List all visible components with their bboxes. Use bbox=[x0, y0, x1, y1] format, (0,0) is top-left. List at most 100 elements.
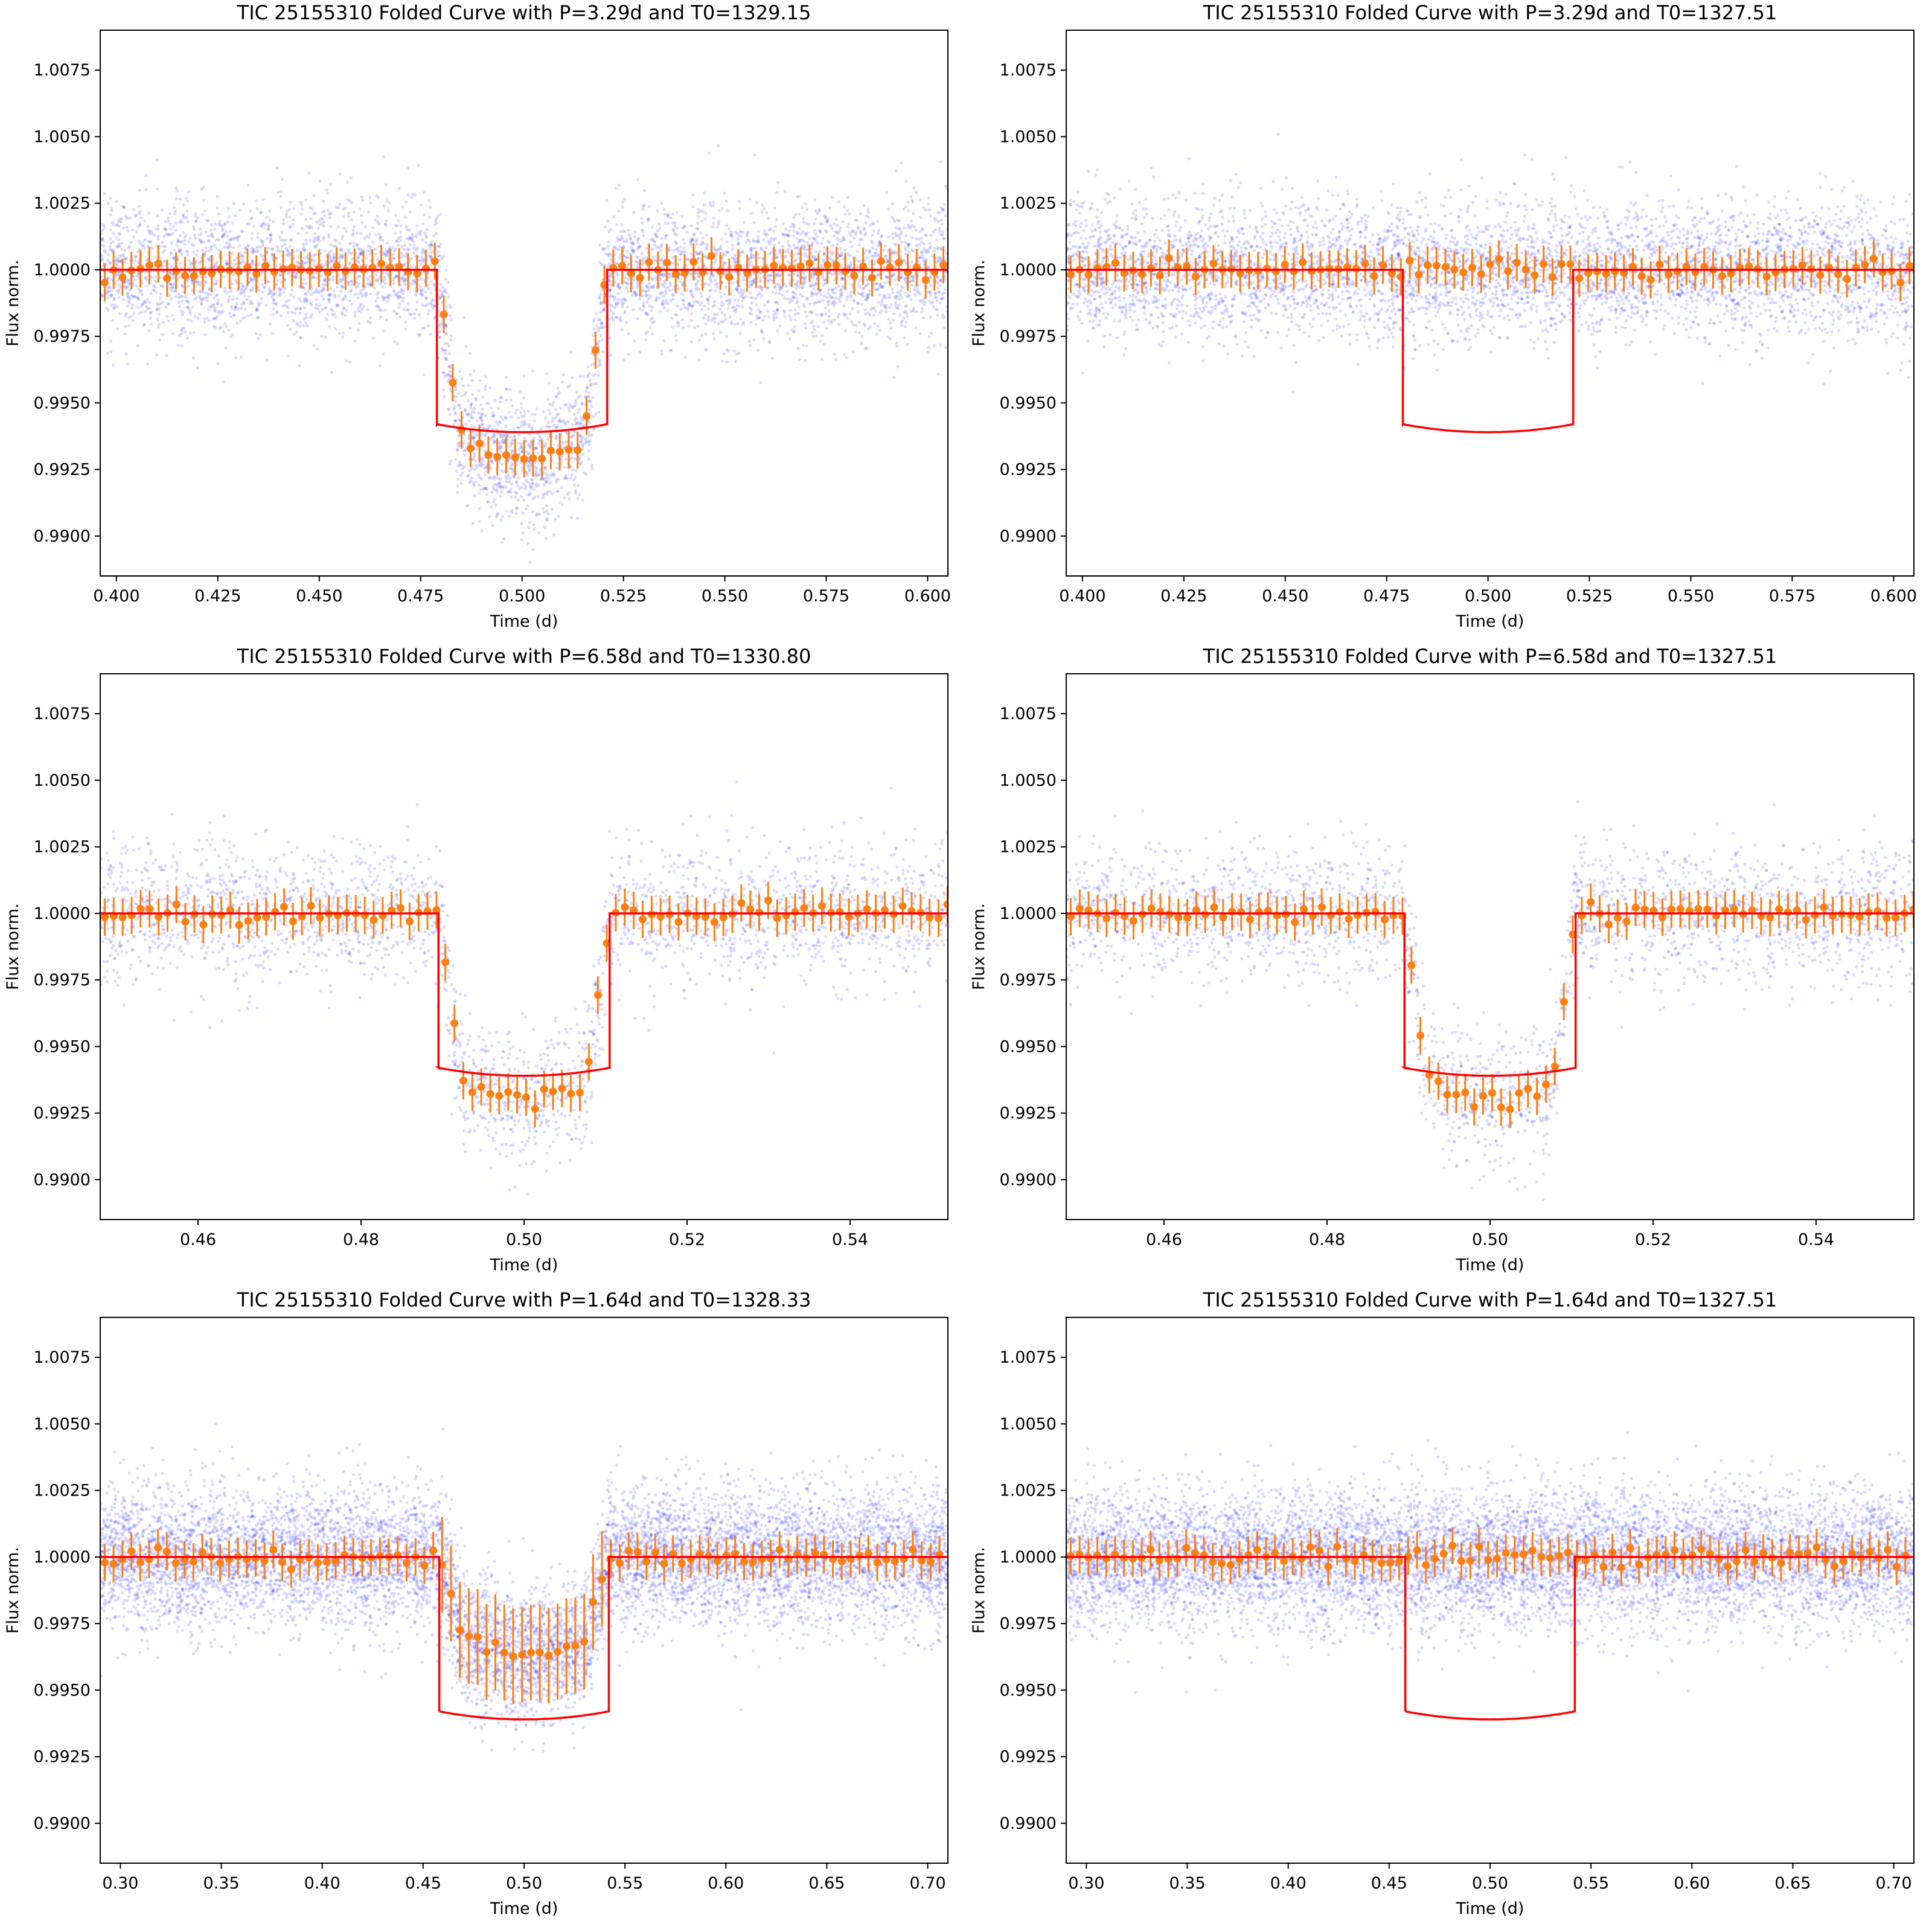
raw-point bbox=[301, 286, 305, 289]
raw-point bbox=[852, 323, 856, 327]
raw-point bbox=[115, 236, 118, 240]
raw-point bbox=[916, 284, 920, 287]
raw-point bbox=[350, 218, 353, 222]
raw-point bbox=[474, 397, 478, 400]
raw-point bbox=[871, 234, 874, 237]
raw-point bbox=[277, 190, 280, 194]
raw-point bbox=[275, 283, 279, 286]
raw-point bbox=[903, 305, 907, 309]
raw-point bbox=[545, 509, 549, 513]
raw-point bbox=[699, 303, 702, 307]
raw-point bbox=[534, 485, 538, 488]
raw-point bbox=[896, 307, 900, 310]
raw-point bbox=[168, 294, 171, 298]
raw-point bbox=[260, 210, 263, 214]
raw-point bbox=[357, 306, 360, 310]
raw-point bbox=[332, 257, 336, 260]
raw-point bbox=[735, 232, 739, 235]
raw-point bbox=[900, 272, 903, 276]
raw-point bbox=[112, 232, 115, 235]
raw-flux-points bbox=[100, 144, 948, 564]
raw-point bbox=[662, 208, 666, 211]
raw-point bbox=[525, 439, 528, 443]
raw-point bbox=[398, 230, 403, 234]
raw-point bbox=[330, 307, 333, 311]
raw-point bbox=[581, 453, 585, 456]
raw-point bbox=[891, 202, 894, 206]
raw-point bbox=[290, 288, 293, 292]
raw-point bbox=[528, 451, 531, 455]
raw-point bbox=[854, 231, 858, 234]
raw-point bbox=[327, 293, 331, 297]
raw-point bbox=[215, 238, 219, 242]
raw-point bbox=[421, 303, 424, 307]
raw-point bbox=[786, 248, 790, 252]
raw-point bbox=[895, 283, 899, 286]
raw-point bbox=[793, 312, 798, 316]
raw-point bbox=[292, 270, 296, 274]
raw-point bbox=[712, 304, 716, 307]
raw-point bbox=[232, 246, 235, 249]
raw-point bbox=[348, 326, 352, 330]
raw-point bbox=[607, 252, 612, 256]
raw-point bbox=[441, 286, 445, 289]
raw-point bbox=[749, 211, 753, 215]
raw-point bbox=[276, 278, 280, 282]
raw-point bbox=[712, 313, 716, 316]
raw-point bbox=[772, 238, 776, 242]
raw-point bbox=[846, 196, 849, 199]
raw-point bbox=[907, 209, 910, 213]
raw-point bbox=[578, 433, 582, 437]
raw-point bbox=[651, 332, 654, 336]
raw-point bbox=[883, 265, 886, 269]
raw-point bbox=[810, 243, 814, 247]
raw-point bbox=[792, 296, 796, 300]
raw-point bbox=[310, 276, 315, 280]
raw-point bbox=[344, 229, 348, 233]
raw-point bbox=[382, 275, 386, 279]
raw-point bbox=[522, 396, 526, 400]
raw-point bbox=[112, 298, 116, 301]
raw-point bbox=[541, 476, 545, 481]
raw-point bbox=[199, 227, 202, 231]
raw-point bbox=[111, 363, 115, 367]
raw-point bbox=[660, 273, 664, 277]
raw-point bbox=[614, 316, 618, 319]
raw-point bbox=[166, 216, 170, 220]
raw-point bbox=[938, 211, 942, 215]
raw-point bbox=[885, 275, 889, 279]
raw-point bbox=[285, 213, 289, 216]
raw-point bbox=[671, 249, 675, 252]
raw-point bbox=[107, 290, 111, 293]
raw-point bbox=[776, 329, 779, 333]
raw-point bbox=[700, 333, 704, 337]
raw-point bbox=[779, 273, 782, 277]
raw-point bbox=[205, 291, 208, 295]
raw-point bbox=[878, 282, 882, 286]
raw-point bbox=[182, 327, 186, 330]
raw-point bbox=[182, 203, 186, 206]
raw-point bbox=[814, 232, 817, 235]
raw-point bbox=[844, 312, 848, 316]
raw-point bbox=[114, 223, 118, 227]
raw-point bbox=[848, 254, 852, 257]
raw-point bbox=[926, 202, 930, 206]
raw-point bbox=[225, 325, 228, 328]
raw-point bbox=[942, 291, 946, 295]
raw-point bbox=[831, 244, 834, 248]
raw-point bbox=[258, 246, 262, 249]
raw-point bbox=[621, 237, 624, 240]
raw-point bbox=[430, 240, 433, 243]
raw-point bbox=[661, 302, 664, 306]
raw-point bbox=[654, 235, 658, 238]
raw-point bbox=[449, 374, 453, 379]
raw-point bbox=[526, 472, 529, 475]
raw-point bbox=[283, 243, 287, 246]
raw-point bbox=[810, 311, 814, 315]
raw-point bbox=[831, 251, 834, 254]
raw-point bbox=[796, 347, 800, 350]
raw-point bbox=[746, 234, 749, 238]
raw-point bbox=[321, 283, 325, 287]
raw-point bbox=[482, 426, 486, 430]
raw-point bbox=[819, 289, 822, 292]
